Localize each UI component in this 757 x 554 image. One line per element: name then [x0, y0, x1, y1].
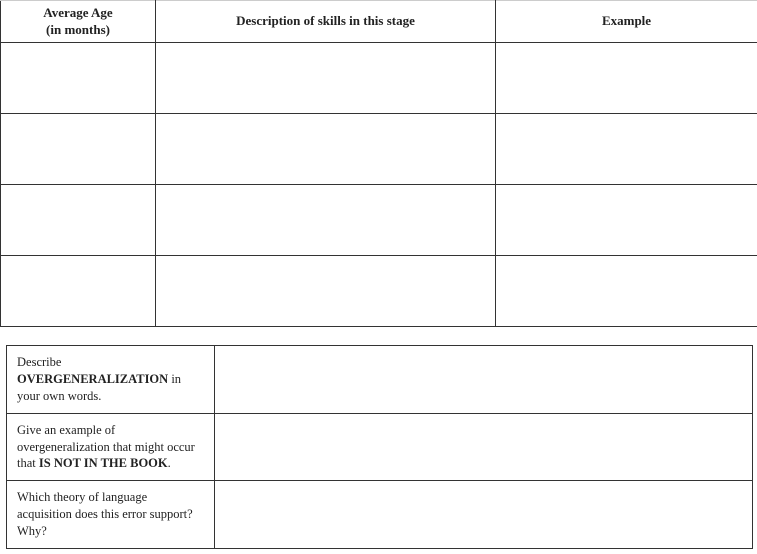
stages-row-4-age	[1, 256, 156, 327]
stages-col2-header: Description of skills in this stage	[156, 1, 496, 43]
over-row-1: Describe OVERGENERALIZATION in your own …	[7, 346, 753, 414]
over-prompt-2-suffix: .	[168, 456, 171, 470]
over-row-3: Which theory of language acquisition doe…	[7, 481, 753, 549]
stages-col2-line1: Description of skills in this stage	[236, 13, 415, 28]
stages-row-2-example	[496, 114, 757, 185]
over-answer-2	[215, 413, 753, 481]
over-prompt-1-bold: OVERGENERALIZATION	[17, 372, 168, 386]
stages-row-3-desc	[156, 185, 496, 256]
stages-col1-line1: Average Age	[43, 5, 112, 20]
stages-row-1-desc	[156, 43, 496, 114]
stages-row-3	[1, 185, 757, 256]
stages-row-1-example	[496, 43, 757, 114]
over-answer-3	[215, 481, 753, 549]
table-gap	[0, 327, 757, 345]
stages-row-2-age	[1, 114, 156, 185]
over-prompt-3: Which theory of language acquisition doe…	[7, 481, 215, 549]
stages-row-3-example	[496, 185, 757, 256]
stages-col3-line1: Example	[602, 13, 651, 28]
over-prompt-2: Give an example of overgeneralization th…	[7, 413, 215, 481]
stages-row-1	[1, 43, 757, 114]
stages-col1-line2: (in months)	[46, 22, 110, 37]
overgeneralization-table: Describe OVERGENERALIZATION in your own …	[6, 345, 753, 549]
stages-row-1-age	[1, 43, 156, 114]
worksheet-page: Average Age (in months) Description of s…	[0, 0, 757, 554]
over-row-2: Give an example of overgeneralization th…	[7, 413, 753, 481]
stages-row-2	[1, 114, 757, 185]
stages-row-4	[1, 256, 757, 327]
over-prompt-2-bold: IS NOT IN THE BOOK	[39, 456, 168, 470]
stages-row-4-desc	[156, 256, 496, 327]
stages-row-2-desc	[156, 114, 496, 185]
stages-row-3-age	[1, 185, 156, 256]
over-prompt-1-prefix: Describe	[17, 355, 61, 369]
stages-col1-header: Average Age (in months)	[1, 1, 156, 43]
over-answer-1	[215, 346, 753, 414]
stages-row-4-example	[496, 256, 757, 327]
over-prompt-1: Describe OVERGENERALIZATION in your own …	[7, 346, 215, 414]
stages-header-row: Average Age (in months) Description of s…	[1, 1, 757, 43]
stages-table: Average Age (in months) Description of s…	[0, 0, 757, 327]
stages-col3-header: Example	[496, 1, 757, 43]
over-prompt-3-prefix: Which theory of language acquisition doe…	[17, 490, 193, 538]
